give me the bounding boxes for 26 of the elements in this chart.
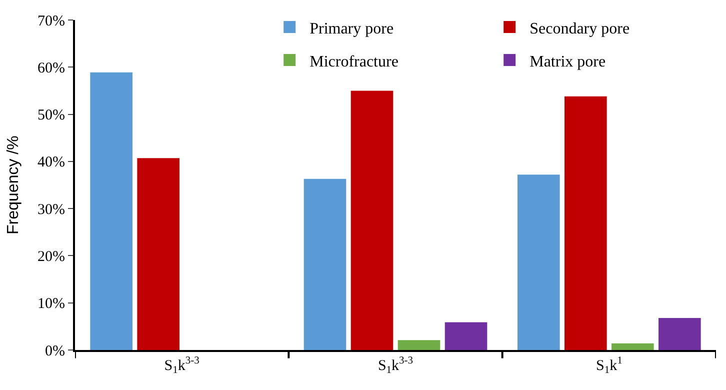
y-tick-label: 30% (38, 202, 65, 218)
y-tick-label: 50% (38, 108, 65, 124)
y-tick-label: 40% (38, 154, 65, 171)
y-tick-label: 20% (38, 248, 65, 265)
bar (612, 343, 654, 350)
legend-label: Primary pore (310, 20, 394, 38)
y-tick-label: 60% (38, 60, 65, 76)
x-tick-label: S$_{1}$k$^{1}$ (596, 356, 622, 376)
bar (350, 90, 394, 350)
bar (90, 72, 132, 350)
bar (444, 322, 488, 350)
bar (518, 174, 560, 350)
bar (137, 158, 180, 350)
x-tick-label: S$_{1}$k$^{3-3}$ (164, 356, 200, 376)
y-tick-label: 0% (45, 343, 65, 360)
legend-label: Secondary pore (530, 20, 630, 38)
legend-label: Matrix pore (530, 53, 606, 70)
x-tick-label: S$_{1}$k$^{3-3}$ (378, 356, 414, 376)
bar (304, 178, 346, 350)
bar (658, 318, 701, 350)
bar (398, 340, 440, 350)
y-tick-label: 10% (38, 296, 65, 312)
y-axis-title: Frequency /% (4, 136, 22, 234)
y-tick-label: 70% (38, 13, 65, 30)
bar (564, 96, 607, 350)
legend-label: Microfracture (310, 53, 398, 70)
